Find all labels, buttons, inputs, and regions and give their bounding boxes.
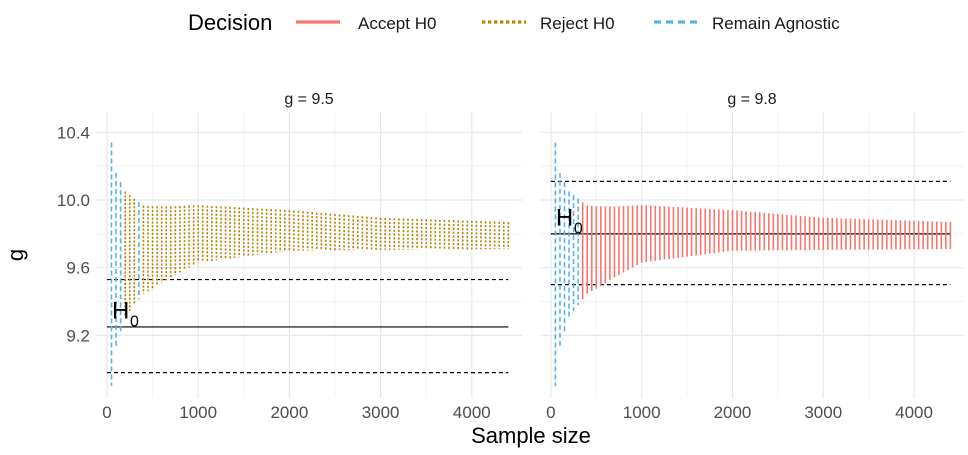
legend-title: Decision xyxy=(188,10,272,35)
x-axis-title: Sample size xyxy=(471,423,591,448)
x-tick-label: 4000 xyxy=(453,403,491,422)
y-tick-label: 9.2 xyxy=(66,326,90,345)
h0-label: H xyxy=(556,204,573,231)
x-tick-label: 2000 xyxy=(714,403,752,422)
x-tick-label: 0 xyxy=(546,403,555,422)
y-tick-label: 10.4 xyxy=(57,123,90,142)
panel-title: g = 9.5 xyxy=(284,91,333,108)
legend-entry-label: Remain Agnostic xyxy=(712,14,840,33)
x-tick-label: 3000 xyxy=(804,403,842,422)
legend-entry-label: Reject H0 xyxy=(540,14,615,33)
h0-label: H xyxy=(112,297,129,324)
h0-label-subscript: 0 xyxy=(130,313,139,330)
x-tick-label: 0 xyxy=(102,403,111,422)
x-tick-label: 2000 xyxy=(270,403,308,422)
x-tick-label: 1000 xyxy=(179,403,217,422)
x-tick-label: 3000 xyxy=(362,403,400,422)
h0-label-subscript: 0 xyxy=(574,220,583,237)
legend-entry-label: Accept H0 xyxy=(358,14,436,33)
x-tick-label: 4000 xyxy=(895,403,933,422)
x-tick-label: 1000 xyxy=(623,403,661,422)
panel-title: g = 9.8 xyxy=(727,91,776,108)
y-axis-title: g xyxy=(3,249,28,261)
y-tick-label: 9.6 xyxy=(66,259,90,278)
y-tick-label: 10.0 xyxy=(57,191,90,210)
